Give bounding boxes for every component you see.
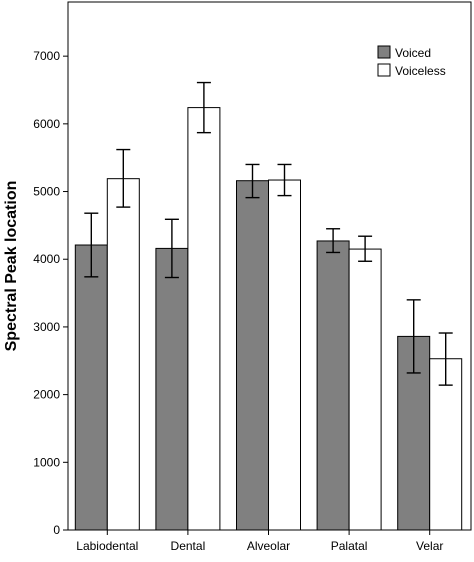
y-axis: 0 1000 2000 3000 4000 5000 6000 7000: [33, 49, 68, 537]
y-axis-title: Spectral Peak location: [3, 181, 20, 352]
x-tick-label: Alveolar: [247, 539, 290, 553]
x-tick-label: Labiodental: [76, 539, 138, 553]
bars: [74, 81, 463, 531]
legend: Voiced Voiceless: [377, 45, 446, 78]
bar-voiced-dental: [155, 247, 189, 531]
x-tick-label: Dental: [171, 539, 206, 553]
bar-voiceless-dental: [187, 107, 221, 531]
legend-swatch-voiced: [377, 45, 391, 59]
error-bar-voiceless-palatal: [358, 235, 373, 262]
error-bar-voiceless-dental: [196, 81, 211, 134]
error-bar-voiced-dental: [164, 218, 179, 279]
bar-voiceless-palatal: [348, 248, 382, 531]
bar-voiceless-alveolar: [268, 179, 301, 531]
bar-voiced-alveolar: [236, 180, 269, 531]
y-tick-label: 4000: [33, 252, 60, 266]
legend-swatch-voiceless: [377, 63, 391, 77]
y-tick-label: 5000: [33, 185, 60, 199]
error-bar-voiced-labiodental: [84, 212, 99, 278]
x-tick-label: Velar: [416, 539, 443, 553]
error-bar-voiceless-alveolar: [277, 163, 292, 197]
x-tick-label: Palatal: [331, 539, 368, 553]
legend-label-voiced: Voiced: [395, 46, 431, 60]
error-bar-voiceless-labiodental: [116, 148, 131, 208]
error-bar-voiced-velar: [406, 299, 421, 374]
y-tick-label: 3000: [33, 320, 60, 334]
bar-voiced-labiodental: [74, 244, 108, 531]
x-axis: Labiodental Dental Alveolar Palatal Velar: [76, 530, 443, 553]
bar-voiceless-velar: [429, 358, 463, 531]
y-tick-label: 1000: [33, 455, 60, 469]
y-tick-label: 2000: [33, 388, 60, 402]
error-bar-voiced-palatal: [326, 228, 341, 254]
bar-voiceless-labiodental: [106, 178, 140, 531]
y-tick-label: 0: [53, 523, 60, 537]
legend-label-voiceless: Voiceless: [395, 64, 446, 78]
error-bar-voiced-alveolar: [245, 163, 260, 199]
y-tick-label: 6000: [33, 117, 60, 131]
bar-voiced-palatal: [316, 240, 350, 531]
y-tick-label: 7000: [33, 49, 60, 63]
error-bar-voiceless-velar: [438, 332, 453, 386]
